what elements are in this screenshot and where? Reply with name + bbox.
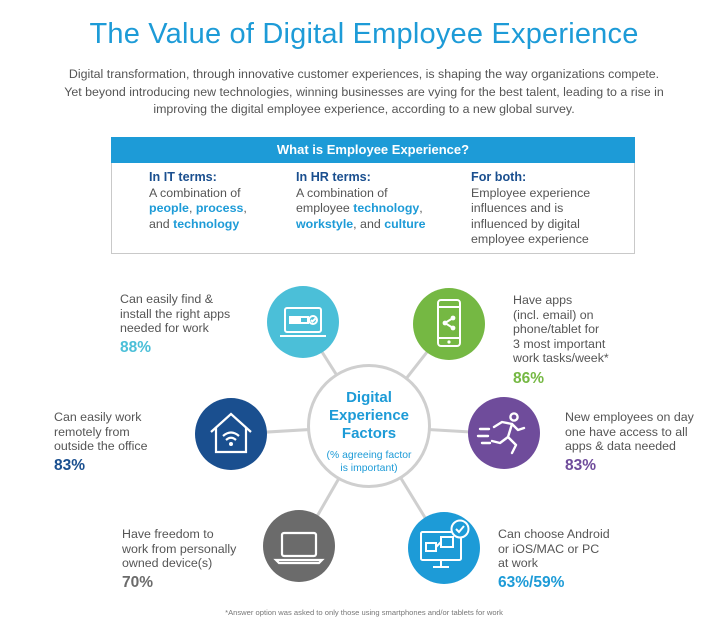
phone-share-icon [413, 288, 485, 360]
factor-new-employee-access-value: 83% [565, 456, 597, 474]
factor-mobile-apps-value: 86% [513, 369, 545, 387]
intro-paragraph: Digital transformation, through innovati… [64, 67, 664, 116]
factor-find-apps-value: 88% [120, 338, 152, 356]
factor-own-devices: Have freedom to work from personally own… [122, 527, 262, 590]
factor-mobile-apps: Have apps (incl. email) on phone/tablet … [513, 293, 643, 387]
hr-terms-column: In HR terms: A combination of employee t… [296, 170, 446, 232]
for-both-body: Employee experience influences and is in… [471, 185, 591, 247]
it-terms-column: In IT terms: A combination of people, pr… [149, 170, 269, 232]
page-title: The Value of Digital Employee Experience [89, 18, 639, 50]
definition-box-header: What is Employee Experience? [111, 137, 635, 163]
for-both-column: For both: Employee experience influences… [471, 170, 601, 248]
laptop-download-icon [267, 286, 339, 358]
monitor-devices-icon [408, 512, 480, 584]
factor-remote-work: Can easily work remotely from outside th… [54, 410, 184, 473]
laptop-icon [263, 510, 335, 582]
footnote: *Answer option was asked to only those u… [225, 608, 503, 617]
it-terms-heading: In IT terms: [149, 170, 217, 184]
factor-own-devices-value: 70% [122, 573, 154, 591]
hr-terms-heading: In HR terms: [296, 170, 371, 184]
house-wifi-icon [195, 398, 267, 470]
factor-find-apps: Can easily find & install the right apps… [120, 292, 260, 355]
center-factors-circle: Digital Experience Factors (% agreeing fac… [307, 364, 431, 488]
runner-icon [468, 397, 540, 469]
factor-choose-os-value: 63%/59% [498, 573, 565, 591]
for-both-heading: For both: [471, 170, 527, 184]
factor-choose-os: Can choose Android or iOS/MAC or PC at w… [498, 527, 638, 590]
factor-new-employee-access: New employees on day one have access to … [565, 410, 715, 473]
factor-remote-work-value: 83% [54, 456, 86, 474]
